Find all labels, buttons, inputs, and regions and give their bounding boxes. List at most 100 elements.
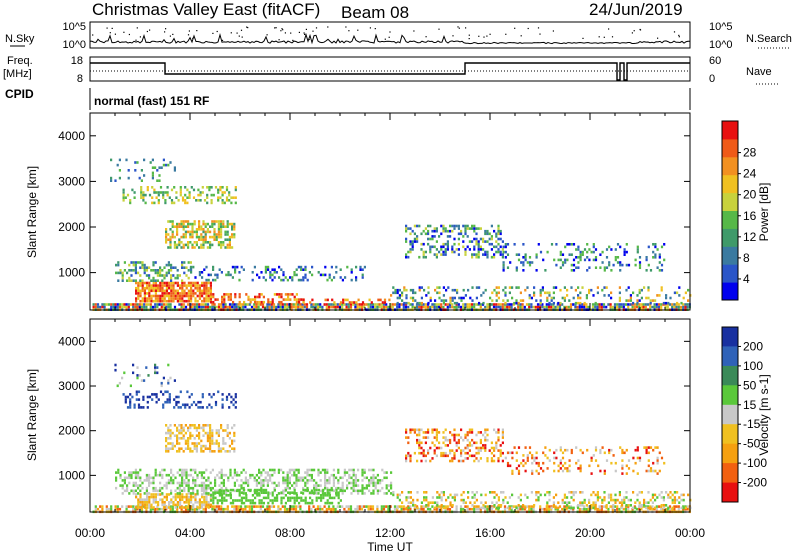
power-cell bbox=[115, 263, 118, 267]
velocity-cell bbox=[651, 496, 654, 499]
power-cell bbox=[528, 303, 531, 306]
power-cell bbox=[486, 255, 489, 259]
velocity-cell bbox=[358, 505, 361, 508]
velocity-cell bbox=[323, 505, 326, 508]
power-cell bbox=[154, 281, 157, 285]
power-cell bbox=[471, 299, 474, 302]
power-cell bbox=[226, 230, 229, 234]
velocity-cell bbox=[647, 451, 650, 455]
power-cell bbox=[449, 296, 452, 300]
velocity-cell bbox=[198, 507, 201, 511]
power-colorbar-segment bbox=[722, 174, 738, 194]
power-cell bbox=[235, 305, 238, 309]
velocity-cell bbox=[484, 505, 487, 508]
velocity-cell bbox=[376, 492, 379, 495]
power-cell bbox=[191, 246, 194, 249]
power-cell bbox=[139, 281, 142, 285]
velocity-cell bbox=[136, 507, 139, 511]
velocity-cell bbox=[337, 479, 340, 482]
power-cell bbox=[124, 196, 127, 199]
velocity-cell bbox=[444, 444, 447, 447]
velocity-cell bbox=[254, 501, 257, 505]
power-cell bbox=[644, 305, 647, 309]
power-cell bbox=[225, 188, 229, 192]
velocity-cell bbox=[341, 484, 344, 487]
velocity-cell bbox=[627, 504, 630, 507]
power-cell bbox=[295, 293, 298, 296]
power-cell bbox=[234, 188, 237, 192]
velocity-cell bbox=[276, 494, 279, 497]
velocity-cell bbox=[317, 496, 320, 500]
power-cell bbox=[429, 250, 432, 254]
velocity-cell bbox=[431, 505, 434, 508]
power-cell bbox=[165, 294, 168, 298]
velocity-cell bbox=[449, 449, 452, 452]
power-cell bbox=[172, 281, 175, 285]
power-cell bbox=[575, 256, 578, 259]
power-cell bbox=[139, 279, 142, 282]
velocity-cell bbox=[152, 479, 155, 482]
power-cell bbox=[206, 201, 209, 205]
power-cell bbox=[185, 294, 188, 298]
power-cell bbox=[163, 294, 166, 298]
velocity-cell bbox=[167, 479, 170, 482]
velocity-cell bbox=[115, 471, 118, 474]
velocity-cell bbox=[671, 493, 674, 497]
power-cell bbox=[568, 253, 571, 256]
velocity-cell bbox=[141, 498, 144, 501]
velocity-cell bbox=[548, 491, 551, 494]
velocity-cell bbox=[146, 498, 149, 501]
velocity-cell bbox=[468, 444, 471, 447]
power-cell bbox=[157, 193, 160, 197]
velocity-cell bbox=[349, 507, 353, 511]
power-cell bbox=[278, 293, 281, 296]
velocity-cell bbox=[288, 479, 291, 482]
velocity-cell bbox=[668, 505, 672, 508]
power-cell bbox=[522, 243, 525, 246]
power-cell bbox=[506, 253, 510, 256]
power-cell bbox=[193, 220, 196, 223]
velocity-cell bbox=[308, 468, 311, 472]
power-cell bbox=[369, 305, 372, 309]
velocity-cell bbox=[407, 436, 410, 439]
velocity-cell bbox=[216, 501, 219, 505]
power-cell bbox=[603, 294, 606, 297]
station-title: Christmas Valley East (fitACF) bbox=[92, 0, 320, 19]
velocity-cell bbox=[572, 491, 575, 494]
velocity-cell bbox=[511, 506, 514, 510]
velocity-cell bbox=[396, 496, 399, 499]
power-cell bbox=[355, 278, 358, 282]
power-cell bbox=[140, 303, 144, 306]
power-cell bbox=[196, 284, 199, 287]
power-cell bbox=[669, 296, 672, 300]
velocity-cell bbox=[183, 479, 186, 482]
velocity-cell bbox=[523, 505, 526, 508]
velocity-cell bbox=[682, 493, 685, 497]
power-cell bbox=[580, 303, 584, 306]
power-cell bbox=[189, 230, 192, 234]
power-cell bbox=[151, 186, 154, 189]
velocity-cell bbox=[678, 501, 681, 504]
velocity-cell bbox=[110, 505, 113, 508]
power-cell bbox=[442, 305, 445, 309]
power-cell bbox=[477, 227, 480, 230]
power-cell bbox=[159, 294, 162, 298]
power-y-tick-label: 4000 bbox=[58, 129, 85, 143]
velocity-cell bbox=[477, 459, 480, 463]
power-cell bbox=[304, 273, 307, 277]
power-cell bbox=[175, 191, 178, 194]
velocity-cell bbox=[225, 492, 228, 495]
power-cell bbox=[605, 248, 609, 251]
velocity-cell bbox=[218, 499, 221, 502]
velocity-cell bbox=[368, 484, 371, 487]
velocity-cell bbox=[464, 451, 467, 455]
velocity-cell bbox=[524, 446, 527, 449]
velocity-cell bbox=[636, 448, 639, 452]
power-cell bbox=[572, 258, 576, 262]
power-cell bbox=[201, 294, 204, 298]
power-cell bbox=[365, 303, 368, 306]
nsearch-dot bbox=[114, 33, 116, 35]
velocity-cell bbox=[135, 493, 138, 496]
velocity-cell bbox=[449, 459, 452, 463]
velocity-cell bbox=[621, 451, 624, 455]
